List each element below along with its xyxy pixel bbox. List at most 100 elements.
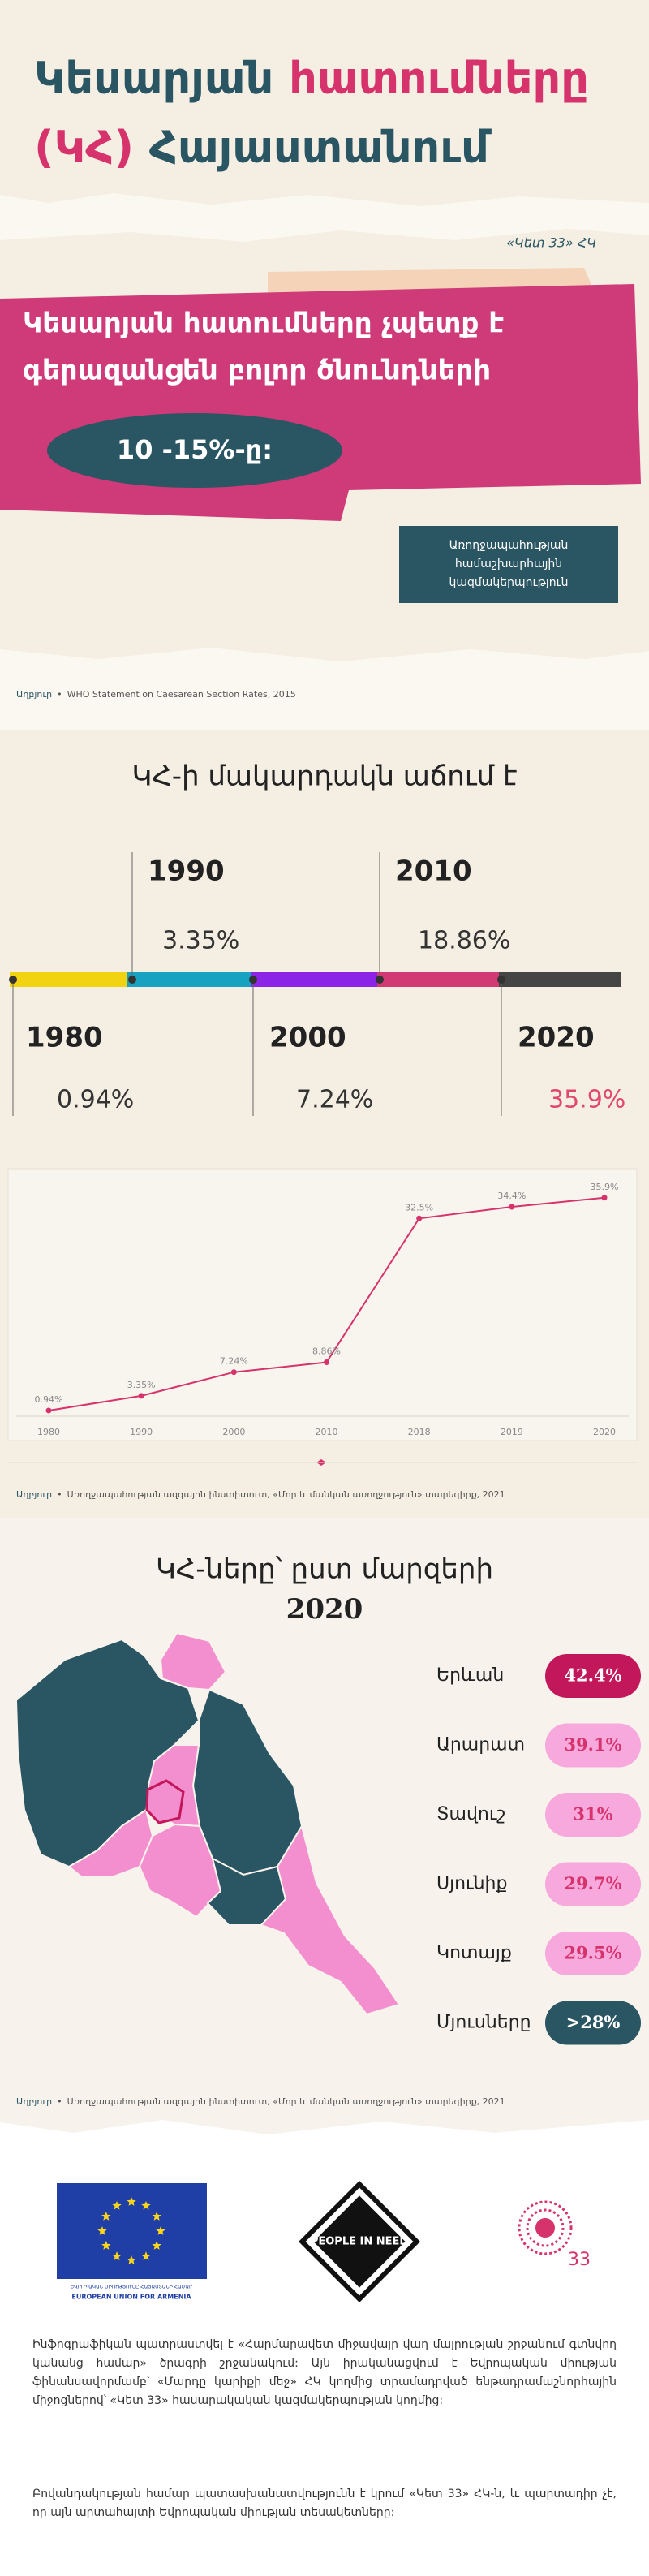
source-label: Աղբյուր — [16, 2096, 52, 2107]
torn-paper — [0, 648, 649, 730]
map-region — [260, 1824, 401, 2016]
point — [601, 1195, 608, 1201]
region-value: 42.4% — [564, 1665, 621, 1686]
timeline-value: 3.35% — [162, 927, 239, 955]
point — [45, 1407, 52, 1414]
org: Առողջապահության — [449, 539, 569, 552]
point — [138, 1393, 144, 1399]
title-part: Կեսարյան — [34, 53, 273, 104]
region-value: >28% — [566, 2012, 621, 2032]
map — [15, 1631, 401, 2016]
x-tick-label: 2018 — [408, 1427, 431, 1437]
region-value: 31% — [573, 1804, 612, 1824]
source: Աղբյուր • Առողջապահության ազգային ինստիտու… — [16, 1489, 505, 1500]
x-tick-label: 2010 — [316, 1427, 338, 1437]
x-tick-label: 1990 — [130, 1427, 153, 1437]
org: կազմակերպություն — [449, 576, 568, 589]
x-tick-label: 1980 — [37, 1427, 60, 1437]
source-text: Առողջապահության ազգային ինստիտուտ, «Մոր … — [67, 1489, 505, 1500]
kett-core — [535, 2218, 555, 2238]
region-value: 29.7% — [564, 1873, 621, 1893]
eu-star — [141, 2251, 151, 2261]
kett-ring — [526, 2208, 565, 2247]
region-name: Սյունիք — [436, 1874, 507, 1894]
region-name: Արարատ — [436, 1735, 525, 1755]
value-label: 32.5% — [405, 1202, 433, 1213]
timeline-value: 7.24% — [296, 1086, 373, 1114]
timeline-segment — [499, 972, 621, 987]
point — [416, 1215, 423, 1221]
region-name: Երևան — [436, 1665, 504, 1686]
region-value: 39.1% — [564, 1734, 621, 1755]
timeline-dot — [497, 976, 505, 984]
timeline-dot — [9, 976, 17, 984]
timeline-year: 2010 — [395, 855, 472, 888]
pin-inner — [313, 2195, 406, 2288]
title: Կեսարյան հատումները — [34, 53, 589, 104]
timeline-year: 2000 — [269, 1022, 346, 1054]
pin-logo: PEOPLE IN NEED — [299, 2181, 420, 2302]
pin-text: PEOPLE IN NEED — [311, 2236, 409, 2248]
title-part: (ԿՀ) — [34, 122, 134, 173]
region-list: Երևան 42.4% Արարատ 39.1% Տավուշ 31% Սյունիք 29.… — [436, 1654, 641, 2045]
torn-paper — [0, 193, 649, 242]
timeline-segment — [251, 972, 377, 987]
chart-frame — [7, 1168, 638, 1441]
paragraph: Բովանդակության համար պատասխանատվությունն… — [32, 2488, 617, 2519]
timeline-value: 0.94% — [57, 1086, 134, 1114]
text-part: • — [57, 1489, 62, 1500]
timeline-segment — [10, 972, 127, 987]
region-name: Կոտայք — [436, 1943, 512, 1963]
eu-star — [112, 2251, 122, 2261]
x-tick-label: 2019 — [501, 1427, 523, 1437]
x-tick-label: 2020 — [593, 1427, 616, 1437]
kett-logo: 33 — [518, 2200, 591, 2270]
timeline-dot — [376, 976, 384, 984]
eu-star — [141, 2200, 151, 2210]
region-name: Տավուշ — [436, 1804, 505, 1824]
region-pill — [545, 1932, 641, 1975]
torn-paper — [0, 2120, 649, 2159]
source: Աղբյուր • Առողջապահության ազգային ինստիտու… — [16, 2096, 505, 2107]
eu-star — [152, 2212, 161, 2221]
region-value: 29.5% — [564, 1943, 621, 1963]
paragraph: Ինֆոգրաֆիկան պատրաստվել է «Հարմարավետ մի… — [32, 2338, 617, 2407]
eu-star — [156, 2226, 165, 2235]
timeline-year: 2020 — [518, 1022, 595, 1054]
section-title: ԿՀ-ի մակարդակն աճում է — [132, 760, 518, 793]
eu-stars — [97, 2197, 165, 2264]
source-text: Առողջապահության ազգային ինստիտուտ, «Մոր … — [67, 2096, 505, 2107]
kett-ring — [518, 2200, 573, 2255]
timeline-segment — [377, 972, 499, 987]
eu-star — [101, 2241, 111, 2250]
eu-star — [152, 2241, 161, 2250]
statement: գերազանցեն բոլոր ծնունդների — [23, 355, 491, 387]
source-label: Աղբյուր — [16, 689, 52, 700]
region-name: Մյուսները — [436, 2013, 531, 2033]
region-pill — [545, 1654, 641, 1698]
timeline-year: 1990 — [148, 855, 225, 888]
title: (ԿՀ) Հայաստանում — [34, 122, 492, 173]
timeline-year: 1980 — [26, 1022, 103, 1054]
text-part: • — [57, 689, 62, 700]
eu-text: ԵՎՐՈՊԱԿԱՆ ՄԻՈՒԹՅՈՒՆԸ ՀԱՅԱՍՏԱՆԻ ՀԱՄԱՐ — [71, 2285, 192, 2290]
text-part: • — [57, 2096, 62, 2107]
map-capital — [145, 1779, 185, 1824]
source-label: Աղբյուր — [16, 1489, 52, 1500]
source: Աղբյուր • WHO Statement on Caesarean Secti… — [16, 689, 296, 700]
value-label: 7.24% — [220, 1356, 248, 1367]
section-year: 2020 — [286, 1593, 363, 1626]
eu-star — [97, 2226, 107, 2235]
x-tick-label: 2000 — [222, 1427, 245, 1437]
org-box — [399, 526, 618, 603]
title-part: հատումները — [289, 53, 589, 104]
region-pill — [545, 1793, 641, 1837]
timeline-segment — [127, 972, 251, 987]
value-label: 35.9% — [591, 1182, 619, 1192]
source-text: WHO Statement on Caesarean Section Rates… — [67, 689, 296, 700]
timeline-value: 35.9% — [548, 1086, 625, 1114]
timeline-value: 18.86% — [418, 927, 510, 955]
point — [509, 1204, 515, 1210]
